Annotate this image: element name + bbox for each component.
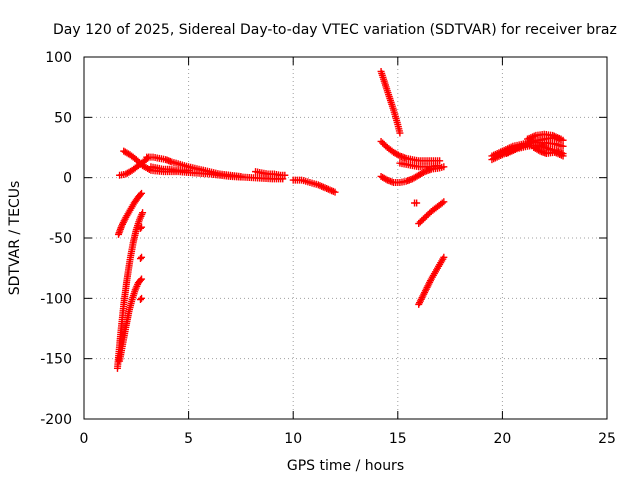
series-arc-06 bbox=[136, 294, 146, 304]
series-arc-18 bbox=[415, 198, 448, 228]
chart-title: Day 120 of 2025, Sidereal Day-to-day VTE… bbox=[53, 22, 617, 38]
data-point bbox=[559, 142, 567, 150]
series-arc-17 bbox=[411, 199, 421, 207]
data-point bbox=[438, 199, 446, 207]
data-point bbox=[237, 172, 245, 180]
y-tick-label: -50 bbox=[49, 231, 72, 247]
data-point bbox=[136, 296, 144, 304]
y-tick-label: 50 bbox=[54, 110, 72, 126]
series-arc-19 bbox=[415, 253, 448, 308]
data-point bbox=[557, 135, 565, 143]
series-arc-08 bbox=[120, 147, 287, 183]
data-point bbox=[413, 199, 421, 207]
data-points bbox=[113, 67, 567, 372]
series-arc-03 bbox=[116, 275, 146, 365]
data-point bbox=[331, 188, 339, 196]
series-arc-02 bbox=[113, 209, 147, 372]
y-tick-label: -100 bbox=[40, 291, 72, 307]
grid bbox=[84, 57, 607, 419]
data-point bbox=[434, 162, 442, 170]
series-arc-23 bbox=[524, 130, 565, 143]
x-tick-label: 5 bbox=[184, 431, 193, 447]
data-point bbox=[138, 223, 146, 231]
y-tick-label: 100 bbox=[45, 50, 72, 66]
series-arc-05 bbox=[136, 223, 146, 232]
data-point bbox=[382, 175, 390, 183]
series-arc-12 bbox=[289, 176, 339, 196]
data-point bbox=[136, 255, 144, 263]
series-arc-24 bbox=[530, 144, 567, 160]
data-point bbox=[138, 253, 146, 261]
y-tick-label: -150 bbox=[40, 352, 72, 368]
data-point bbox=[440, 163, 448, 171]
data-point bbox=[138, 189, 146, 197]
x-tick-label: 10 bbox=[284, 431, 302, 447]
series-arc-11 bbox=[252, 168, 289, 179]
data-point bbox=[136, 224, 144, 232]
data-point bbox=[394, 151, 402, 159]
y-axis-title: SDTVAR / TECUs bbox=[7, 181, 23, 296]
axis-ticks: -200 -150 -100 -50 0 50 100 0 5 10 15 20 25 bbox=[40, 50, 616, 447]
series-arc-16 bbox=[396, 159, 442, 171]
data-point bbox=[436, 157, 444, 165]
x-tick-label: 15 bbox=[389, 431, 407, 447]
series-arc-01 bbox=[115, 189, 146, 238]
data-point bbox=[138, 294, 146, 302]
series-arc-21 bbox=[488, 139, 567, 160]
data-point bbox=[534, 146, 542, 154]
y-tick-label: -200 bbox=[40, 412, 72, 428]
x-tick-label: 0 bbox=[80, 431, 89, 447]
series-arc-09 bbox=[143, 153, 245, 180]
data-point bbox=[138, 275, 146, 283]
series-arc-13 bbox=[377, 67, 404, 137]
series-arc-10 bbox=[147, 163, 193, 174]
data-point bbox=[185, 166, 193, 174]
series-arc-14 bbox=[377, 137, 444, 165]
data-point bbox=[396, 129, 404, 137]
data-point bbox=[281, 171, 289, 179]
y-tick-label: 0 bbox=[63, 171, 72, 187]
data-point bbox=[136, 191, 144, 199]
x-axis-title: GPS time / hours bbox=[287, 458, 404, 474]
data-point bbox=[559, 152, 567, 160]
data-point bbox=[440, 198, 448, 206]
x-tick-label: 20 bbox=[493, 431, 511, 447]
data-point bbox=[139, 209, 147, 217]
series-arc-04 bbox=[136, 253, 146, 263]
x-tick-label: 25 bbox=[598, 431, 616, 447]
data-point bbox=[136, 276, 144, 284]
data-point bbox=[440, 253, 448, 261]
